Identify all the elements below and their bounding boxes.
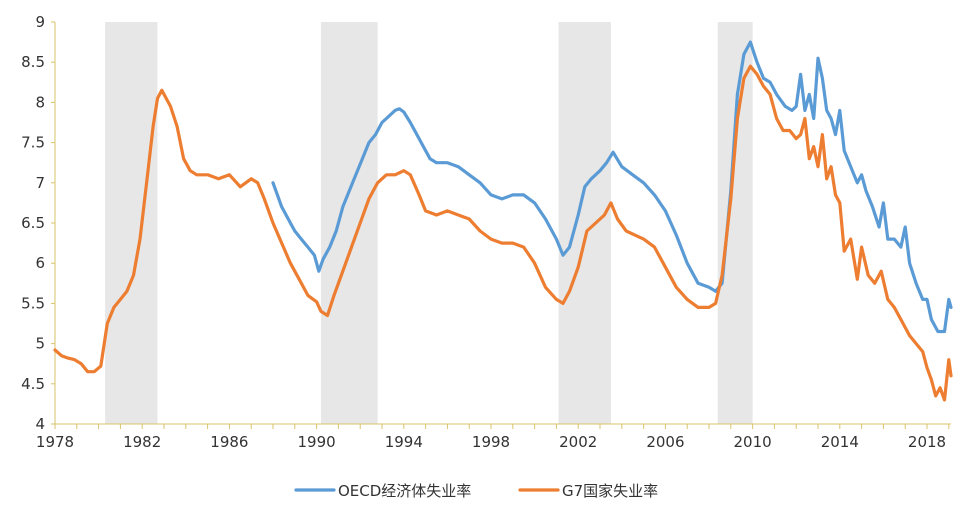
y-tick-label: 7 xyxy=(35,174,45,192)
series-line-1 xyxy=(271,40,953,334)
series-line-2 xyxy=(53,64,953,402)
x-tick-label: 1990 xyxy=(298,433,336,451)
recession-band-2 xyxy=(320,22,378,424)
x-tick-label: 1998 xyxy=(472,433,510,451)
legend-label-1: OECD经济体失业率 xyxy=(338,482,471,500)
x-tick-label: 1978 xyxy=(36,433,74,451)
x-tick-label: 1994 xyxy=(385,433,423,451)
x-tick-label: 1982 xyxy=(123,433,161,451)
y-tick-label: 5.5 xyxy=(21,294,45,312)
y-tick-label: 6 xyxy=(35,254,45,272)
y-tick-label: 8 xyxy=(35,93,45,111)
y-tick-label: 9 xyxy=(35,13,45,31)
x-tick-label: 2014 xyxy=(821,433,859,451)
recession-band-4 xyxy=(717,22,753,424)
x-tick-label: 2018 xyxy=(908,433,946,451)
recession-band-1 xyxy=(105,22,158,424)
x-tick-labels: 1978 1982 1986 1990 1994 1998 2002 2006 2010 2014… xyxy=(36,424,950,451)
y-tick-label: 4.5 xyxy=(21,375,45,393)
y-tick-label: 5 xyxy=(35,335,45,353)
x-tick-label: 2010 xyxy=(734,433,772,451)
y-tick-label: 8.5 xyxy=(21,53,45,71)
x-tick-label: 1986 xyxy=(210,433,248,451)
series-lines xyxy=(53,40,953,402)
y-tick-label: 4 xyxy=(35,415,45,433)
y-tick-labels: 4 4.5 5 5.5 6 6.5 7 7.5 8 8.5 9 xyxy=(21,13,55,433)
x-tick-label: 2006 xyxy=(646,433,684,451)
legend-label-2: G7国家失业率 xyxy=(562,482,658,500)
y-tick-label: 6.5 xyxy=(21,214,45,232)
recession-band-3 xyxy=(558,22,611,424)
x-tick-label: 2002 xyxy=(559,433,597,451)
legend: OECD经济体失业率 G7国家失业率 xyxy=(294,482,658,500)
recession-bands xyxy=(105,22,753,424)
y-tick-label: 7.5 xyxy=(21,134,45,152)
